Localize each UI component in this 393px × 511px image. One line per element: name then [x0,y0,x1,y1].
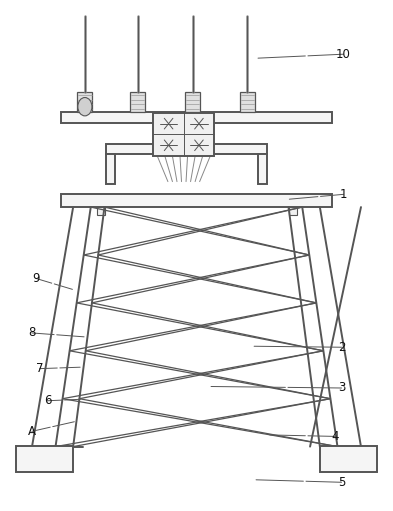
Text: 10: 10 [336,48,351,61]
Bar [288,207,297,215]
Bar [17,446,73,472]
Bar [240,92,255,112]
Text: 1: 1 [340,188,347,201]
Bar [153,113,214,156]
Text: 4: 4 [332,430,339,443]
Text: 9: 9 [32,272,40,285]
Text: 3: 3 [338,382,345,394]
Bar [185,92,200,112]
Text: 8: 8 [28,327,36,339]
Bar [97,207,105,215]
Text: 6: 6 [44,394,51,407]
Bar [258,154,267,184]
Text: A: A [28,425,36,438]
Bar [77,92,92,112]
Circle shape [78,98,92,116]
Bar [61,112,332,123]
Text: 2: 2 [338,341,345,354]
Bar [107,154,115,184]
Bar [107,145,267,154]
Bar [130,92,145,112]
Bar [61,194,332,207]
Text: 5: 5 [338,476,345,489]
Bar [320,446,376,472]
Text: 7: 7 [36,362,44,375]
